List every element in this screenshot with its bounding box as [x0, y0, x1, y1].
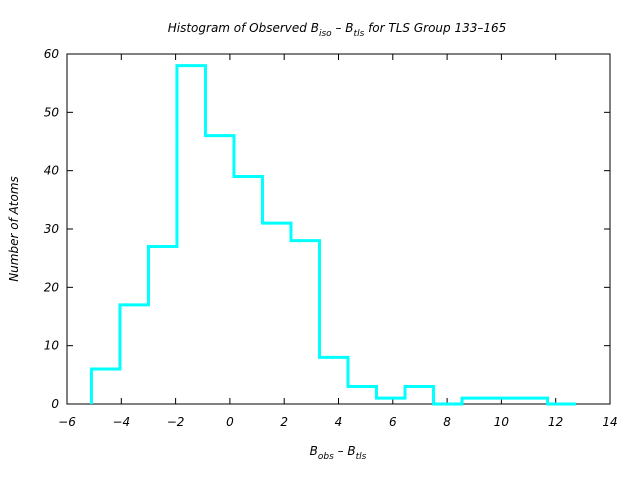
- x-tick-label: −2: [167, 415, 185, 429]
- y-tick-label: 50: [44, 105, 60, 119]
- x-axis-label: Bobs – Btls: [310, 444, 367, 462]
- x-tick-label: 2: [280, 415, 288, 429]
- x-tick-label: 10: [494, 415, 510, 429]
- title-sub-tls: tls: [354, 29, 365, 39]
- x-tick-label: 12: [548, 415, 563, 429]
- y-tick-label: 10: [44, 339, 60, 353]
- title-prefix: Histogram of Observed B: [168, 21, 319, 35]
- y-axis-label: Number of Atoms: [7, 176, 21, 282]
- x-tick-label: 0: [226, 415, 234, 429]
- xlabel-sub-tls: tls: [356, 452, 367, 462]
- title-suffix: for TLS Group 133–165: [364, 21, 506, 35]
- y-tick-label: 60: [44, 47, 60, 61]
- x-tick-label: 4: [335, 415, 343, 429]
- xlabel-main: B: [310, 444, 318, 458]
- title-sub-iso: iso: [319, 29, 332, 39]
- x-tick-label: −6: [58, 415, 76, 429]
- y-tick-label: 0: [51, 397, 59, 411]
- axis-ticks: [66, 53, 611, 405]
- plot-frame: [66, 53, 611, 405]
- x-tick-label: 8: [443, 415, 451, 429]
- x-tick-label: −4: [112, 415, 130, 429]
- title-middle: – B: [332, 21, 354, 35]
- x-tick-label: 14: [602, 415, 617, 429]
- y-tick-label: 20: [44, 280, 60, 294]
- x-tick-label: 6: [389, 415, 397, 429]
- axis-tick-labels: −6 −4 −2 0 2 4 6 8 10 12 14 0 10 20 30 40 50 60: [44, 47, 618, 429]
- xlabel-middle: – B: [334, 444, 356, 458]
- chart-title: Histogram of Observed Biso – Btls for TL…: [168, 21, 507, 39]
- y-tick-label: 40: [44, 164, 60, 178]
- xlabel-sub-obs: obs: [318, 452, 334, 462]
- histogram-series: [89, 64, 577, 406]
- y-tick-label: 30: [44, 222, 60, 236]
